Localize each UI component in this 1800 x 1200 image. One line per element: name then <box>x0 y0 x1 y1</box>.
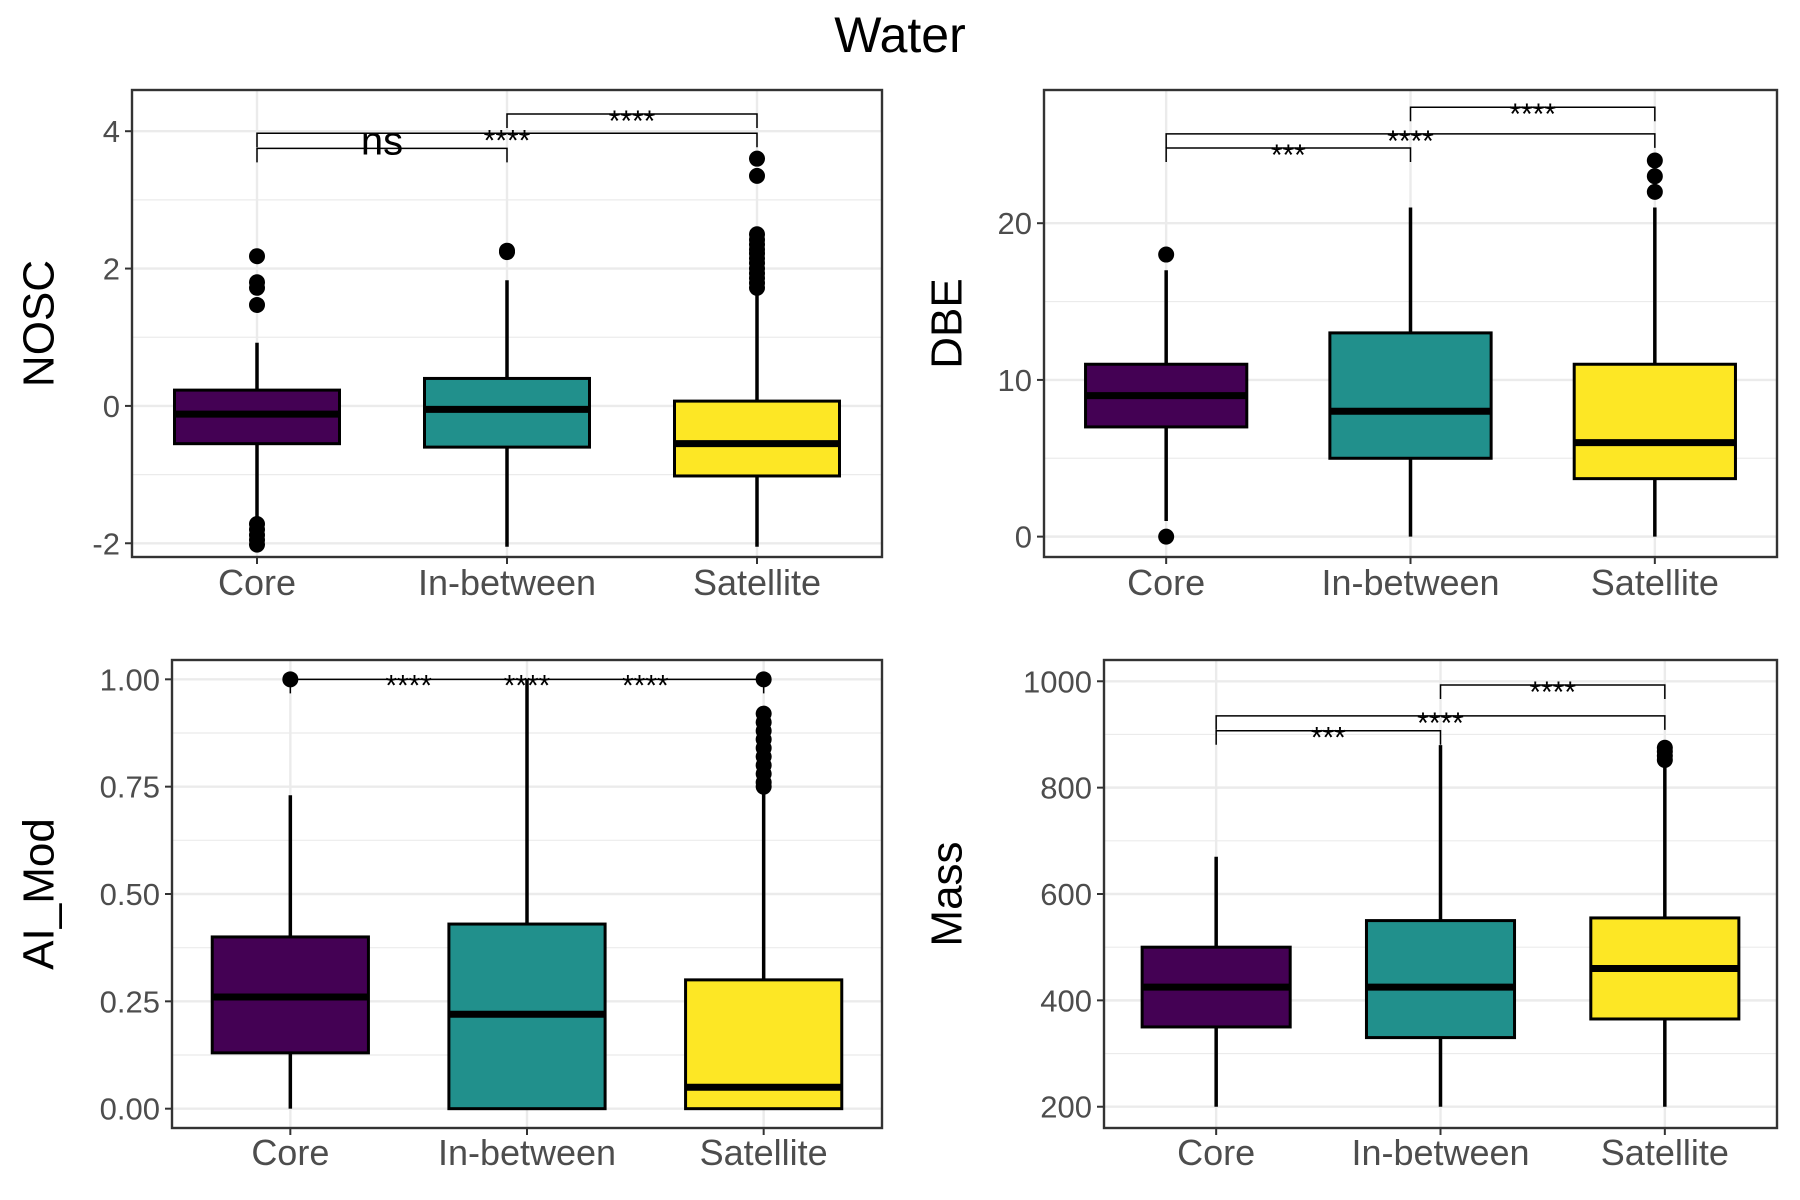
outlier-point <box>499 242 515 259</box>
panel-border <box>1042 88 1779 559</box>
box-in-between <box>1328 331 1493 460</box>
x-tick-label: Core <box>218 562 296 603</box>
significance-label: **** <box>1387 125 1434 158</box>
x-tick-label: In-between <box>418 562 596 603</box>
outlier-point <box>249 248 265 265</box>
significance-label: **** <box>609 105 656 138</box>
figure-title: Water <box>834 7 966 63</box>
significance-label: **** <box>1417 707 1464 740</box>
y-tick-label: 0.00 <box>100 1092 160 1127</box>
significance-label: *** <box>1311 722 1346 755</box>
outlier-point <box>755 778 772 795</box>
significance-bracket <box>506 113 758 129</box>
significance-bracket <box>1215 729 1442 745</box>
y-tick-label: 0.50 <box>100 877 160 912</box>
significance-label: *** <box>1271 139 1306 172</box>
significance-label: **** <box>1509 98 1556 131</box>
panel-border <box>170 658 884 1130</box>
x-tick-label: Core <box>251 1132 329 1173</box>
y-axis-label: DBE <box>923 278 972 368</box>
box-satellite <box>1572 362 1737 481</box>
significance-label: **** <box>622 669 669 702</box>
y-tick-label: 1000 <box>1023 664 1092 699</box>
y-tick-label: 0 <box>103 389 120 424</box>
y-tick-label: 4 <box>103 114 120 149</box>
significance-label: **** <box>385 669 432 702</box>
outlier-point <box>249 296 265 313</box>
panel-border <box>130 88 884 559</box>
y-tick-label: 2 <box>103 252 120 287</box>
y-tick-label: 10 <box>998 363 1032 398</box>
x-tick-label: Satellite <box>1591 562 1719 603</box>
x-tick-label: Satellite <box>700 1132 828 1173</box>
significance-label: **** <box>484 124 531 157</box>
significance-bracket <box>1215 715 1666 730</box>
y-tick-label: -2 <box>92 526 120 561</box>
outlier-point <box>1646 183 1663 200</box>
panel-nosc: -2 0 2 4 Core In-between Satellite ns **** **** NO… <box>15 88 884 603</box>
x-tick-label: In-between <box>1351 1132 1529 1173</box>
y-tick-label: 0 <box>1015 520 1032 555</box>
outlier-point <box>749 279 765 296</box>
panel-ai-mod: 0.00 0.25 0.50 0.75 1.00 Core In-between Satell… <box>15 658 884 1173</box>
outlier-point <box>1158 528 1175 545</box>
y-tick-label: 0.25 <box>100 984 160 1019</box>
panel-border <box>1102 658 1779 1130</box>
y-tick-label: 0.75 <box>100 770 160 805</box>
x-tick-label: Core <box>1127 562 1205 603</box>
significance-bracket <box>256 147 508 163</box>
significance-label: **** <box>1529 676 1576 709</box>
outlier-point <box>1646 152 1663 169</box>
y-tick-label: 800 <box>1040 771 1092 806</box>
y-tick-label: 200 <box>1040 1090 1092 1125</box>
significance-bracket <box>1409 106 1656 122</box>
significance-label: **** <box>504 669 551 702</box>
significance-bracket <box>1165 147 1412 162</box>
y-axis-label: Mass <box>923 841 972 946</box>
x-tick-label: Core <box>1177 1132 1255 1173</box>
x-tick-label: Satellite <box>1601 1132 1729 1173</box>
outlier-point <box>749 150 765 167</box>
outlier-point <box>749 167 765 184</box>
y-tick-label: 1.00 <box>100 662 160 697</box>
outlier-point <box>1656 751 1673 768</box>
outlier-point <box>249 536 265 553</box>
significance-bracket <box>289 678 765 694</box>
significance-bracket <box>1439 684 1666 699</box>
x-tick-label: In-between <box>1321 562 1499 603</box>
significance-bracket <box>256 132 758 148</box>
outlier-point <box>1646 168 1663 185</box>
box-in-between <box>1364 919 1517 1040</box>
box-satellite <box>673 399 841 478</box>
y-axis-label: AI_Mod <box>15 818 64 970</box>
panel-mass: 200 400 600 800 1000 Core In-between Satellite *… <box>923 658 1779 1173</box>
outlier-point <box>1158 246 1175 263</box>
x-tick-label: Satellite <box>693 562 821 603</box>
y-tick-label: 400 <box>1040 983 1092 1018</box>
significance-bracket <box>1165 133 1656 148</box>
y-tick-label: 20 <box>998 206 1032 241</box>
y-axis-label: NOSC <box>15 260 64 387</box>
outlier-point <box>249 279 265 296</box>
y-tick-label: 600 <box>1040 877 1092 912</box>
x-tick-label: In-between <box>438 1132 616 1173</box>
significance-label: ns <box>361 119 403 163</box>
